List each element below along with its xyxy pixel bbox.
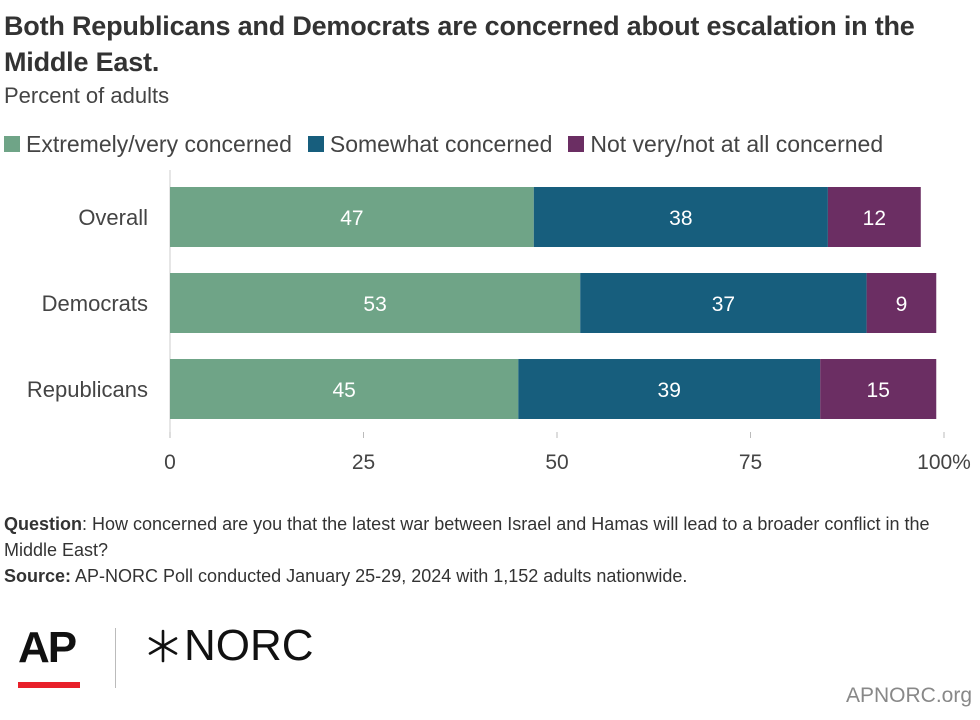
bar-segment [533, 187, 828, 247]
chart-subtitle: Percent of adults [4, 83, 170, 108]
bar-segment [518, 359, 821, 419]
bar-segment [580, 273, 867, 333]
legend-item-somewhat: Somewhat concerned [307, 130, 553, 158]
x-tick-label: 50 [545, 451, 568, 474]
data-label: 45 [332, 379, 355, 402]
logo-divider [115, 628, 116, 688]
norc-star-icon [148, 629, 178, 663]
data-label: 53 [363, 293, 386, 316]
legend-item-not-very: Not very/not at all concerned [568, 131, 883, 158]
question-note: Question: How concerned are you that the… [4, 511, 974, 563]
data-label: 38 [669, 207, 692, 230]
legend-swatch [4, 136, 20, 152]
ap-logo: AP [18, 623, 77, 672]
data-label: 47 [340, 207, 363, 230]
bar-segment [827, 187, 921, 247]
norc-logo-text: NORC [184, 621, 314, 670]
category-label: Democrats [42, 291, 148, 316]
bar-segment [170, 273, 581, 333]
bar-segment [170, 359, 519, 419]
bar-segment [820, 359, 937, 419]
legend-label: Extremely/very concerned [26, 130, 292, 157]
data-label: 12 [863, 207, 886, 230]
x-tick-label: 25 [352, 451, 375, 474]
source-label: Source: [4, 566, 72, 586]
question-text: : How concerned are you that the latest … [4, 514, 930, 560]
source-text: AP-NORC Poll conducted January 25-29, 20… [71, 566, 688, 586]
ap-logo-bar [18, 682, 80, 688]
legend-label: Somewhat concerned [329, 130, 553, 157]
x-tick-label: 100% [917, 451, 971, 474]
question-label: Question [4, 514, 83, 534]
stacked-bar-chart: Overall 47 38 12 Democrats 53 37 9 Republicans 45… [27, 170, 971, 474]
legend-label: Not very/not at all concerned [590, 130, 884, 157]
x-tick-label: 0 [164, 451, 176, 474]
site-url: APNORC.org [845, 684, 972, 707]
legend-swatch [568, 136, 585, 152]
norc-logo: NORC [146, 624, 314, 668]
data-label: 15 [867, 379, 890, 402]
legend-item-extremely-very: Extremely/very concerned [4, 131, 292, 158]
data-label: 9 [896, 293, 908, 316]
category-label: Republicans [27, 377, 148, 402]
bar-segment [866, 273, 937, 333]
x-tick-label: 75 [739, 451, 762, 474]
chart-title: Both Republicans and Democrats are conce… [4, 11, 915, 77]
legend: Extremely/very concerned Somewhat concer… [4, 128, 899, 160]
category-label: Overall [78, 205, 148, 230]
data-label: 37 [712, 293, 735, 316]
chart-notes: Question: How concerned are you that the… [4, 511, 974, 589]
source-note: Source: AP-NORC Poll conducted January 2… [4, 563, 974, 589]
data-label: 39 [658, 379, 681, 402]
bar-segment [170, 187, 534, 247]
legend-swatch [307, 136, 324, 152]
